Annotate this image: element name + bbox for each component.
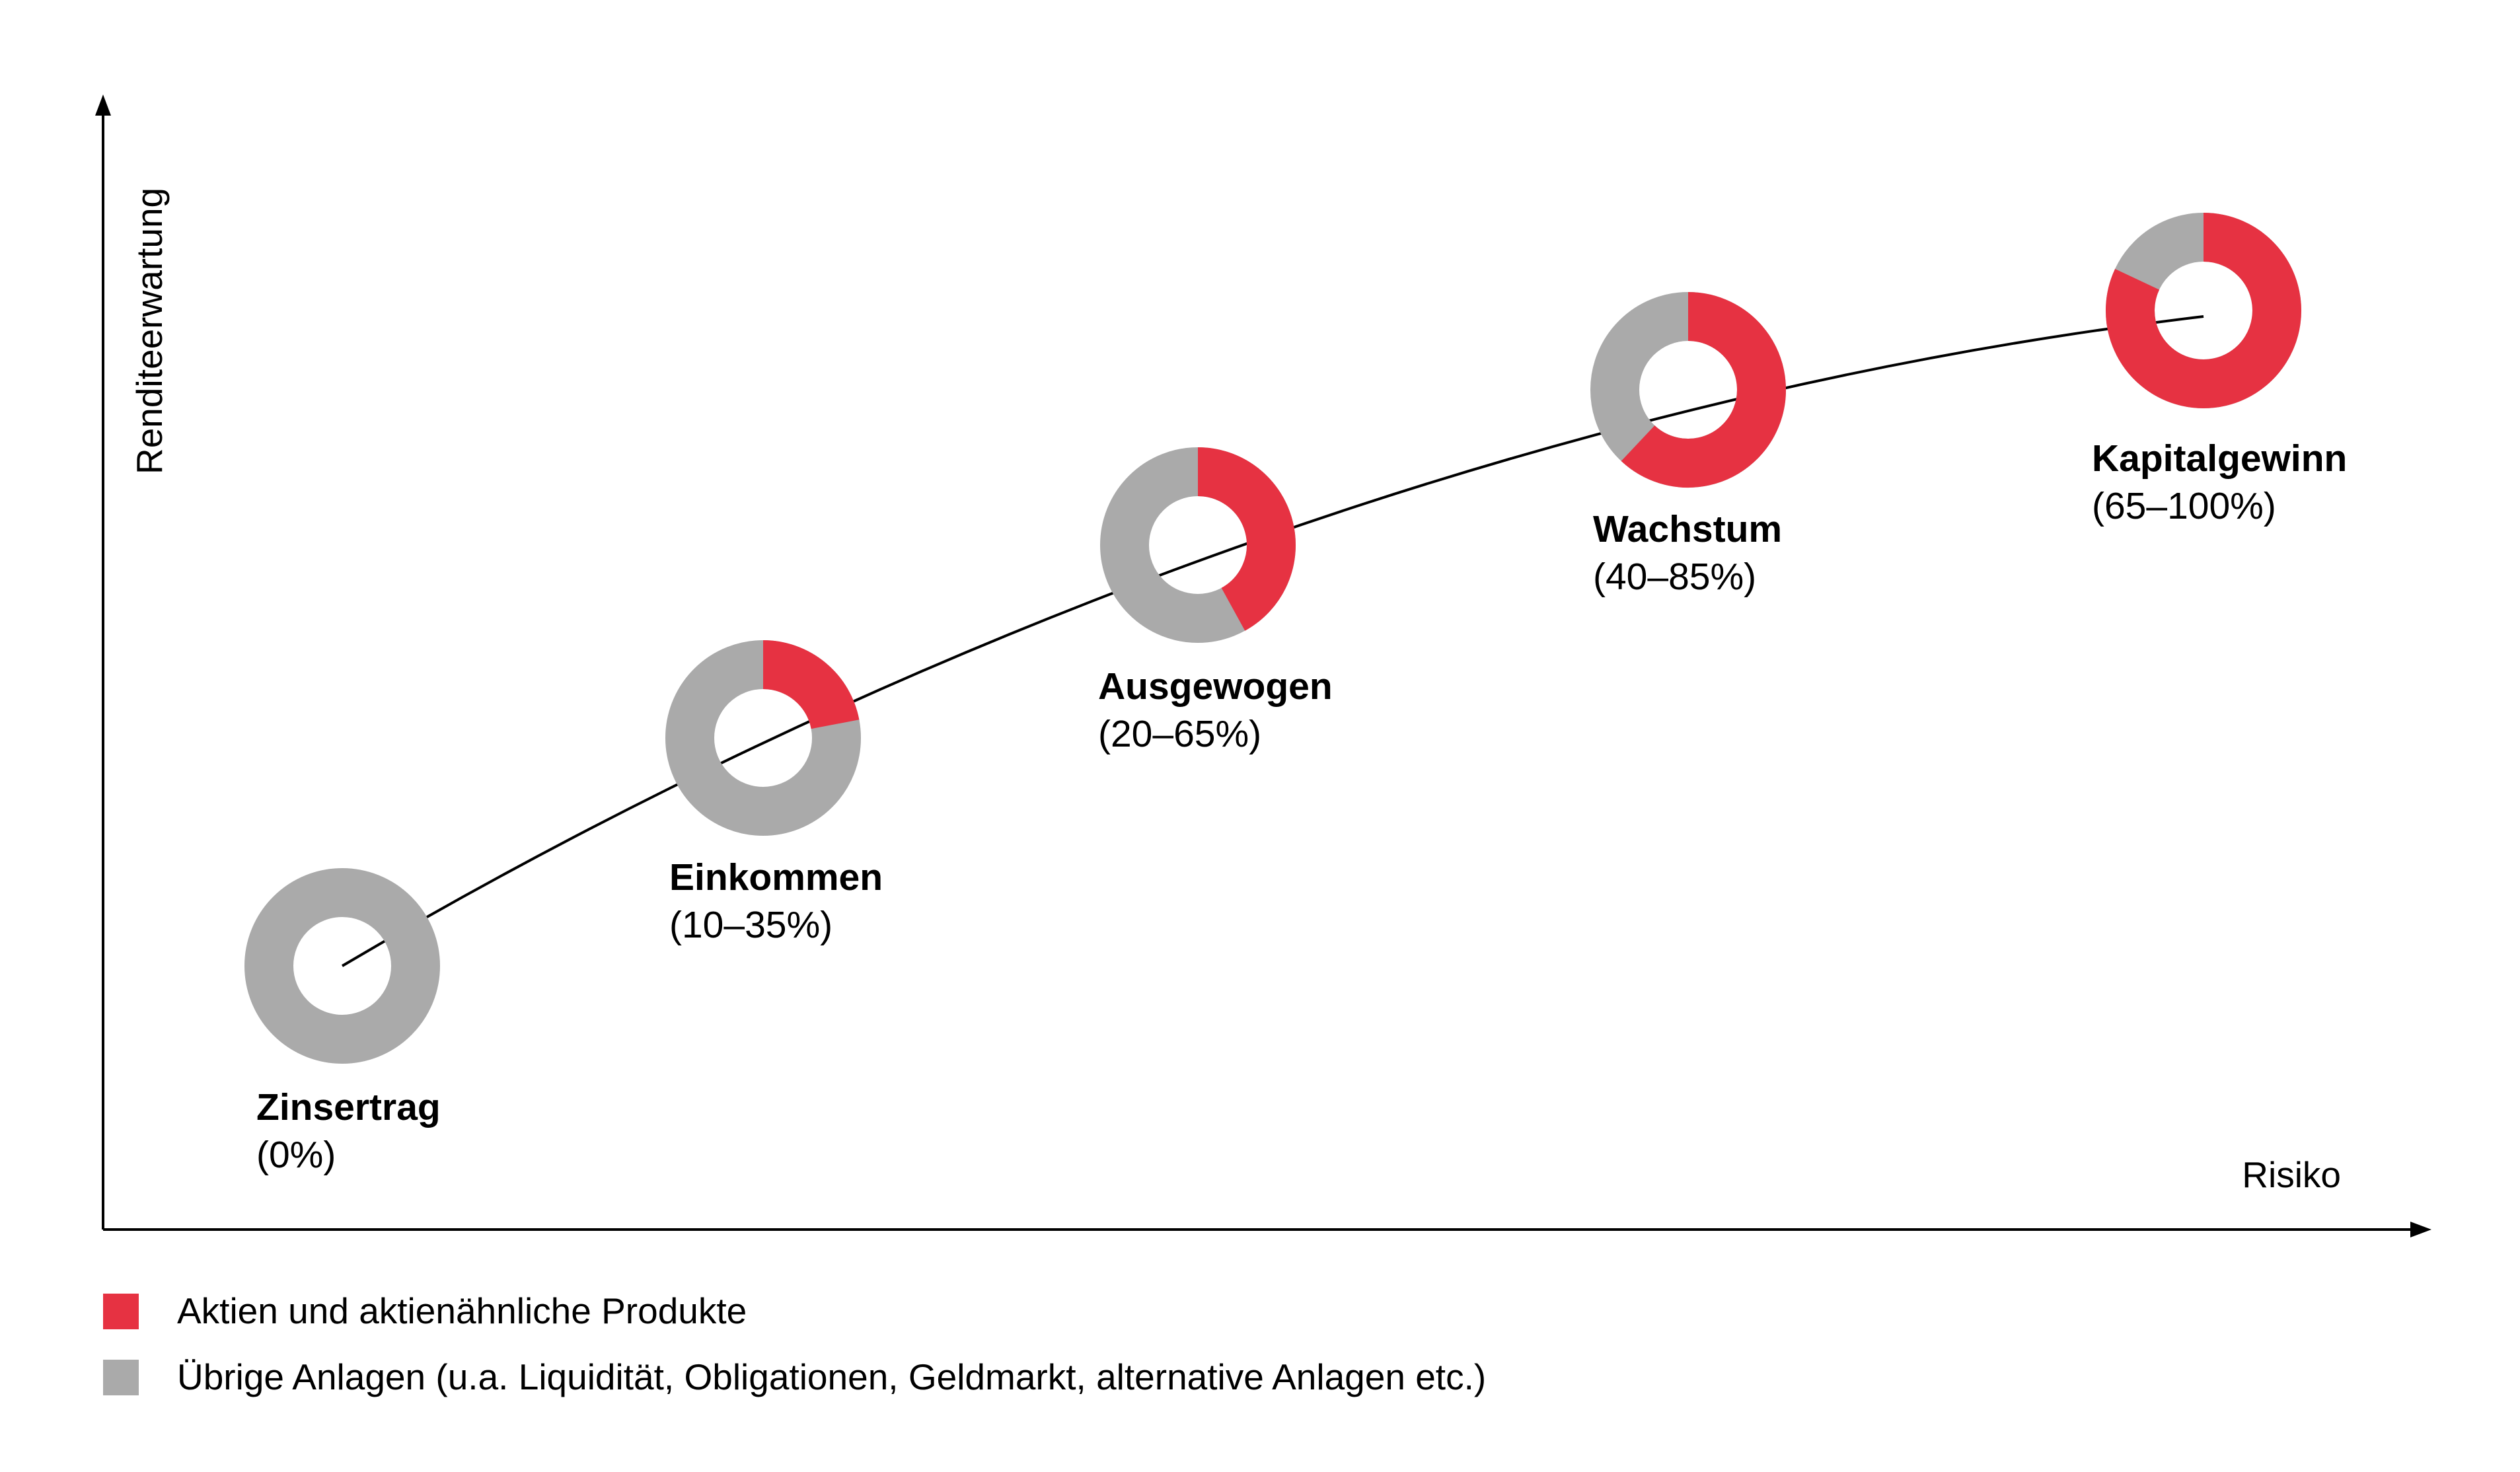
strategy-name-ausgewogen: Ausgewogen bbox=[1098, 665, 1333, 708]
donut-einkommen bbox=[665, 640, 861, 836]
strategy-name-wachstum: Wachstum bbox=[1593, 508, 1782, 550]
donuts-layer bbox=[244, 213, 2301, 1064]
donut-ausgewogen bbox=[1100, 447, 1296, 643]
y-axis-label: Renditeerwartung bbox=[129, 188, 170, 474]
legend-label-equity: Aktien und aktienähnliche Produkte bbox=[177, 1290, 747, 1331]
strategy-name-kapitalgewinn: Kapitalgewinn bbox=[2092, 437, 2347, 480]
donut-slice-equity bbox=[762, 640, 860, 730]
strategy-range-ausgewogen: (20–65%) bbox=[1098, 713, 1261, 755]
strategy-range-zinsertrag: (0%) bbox=[256, 1134, 336, 1176]
y-axis-arrow-icon bbox=[95, 94, 111, 116]
legend-swatch-equity bbox=[103, 1294, 139, 1329]
legend-swatch-other bbox=[103, 1360, 139, 1395]
axes-layer: Renditeerwartung Risiko bbox=[95, 94, 2431, 1237]
donut-slice-other bbox=[244, 868, 440, 1064]
donut-slice-equity bbox=[2106, 213, 2301, 408]
strategy-range-einkommen: (10–35%) bbox=[669, 904, 833, 946]
strategy-range-wachstum: (40–85%) bbox=[1593, 556, 1756, 598]
labels-layer: Zinsertrag (0%) Einkommen (10–35%) Ausgewoge… bbox=[256, 437, 2347, 1176]
x-axis-label: Risiko bbox=[2242, 1154, 2341, 1195]
donut-slice-equity bbox=[1621, 292, 1786, 488]
strategy-name-einkommen: Einkommen bbox=[669, 856, 883, 899]
strategy-name-zinsertrag: Zinsertrag bbox=[256, 1086, 441, 1128]
legend-layer: Aktien und aktienähnliche Produkte Übrige… bbox=[103, 1290, 1486, 1397]
risk-return-curve bbox=[341, 315, 2204, 967]
donut-zinsertrag bbox=[244, 868, 440, 1064]
donut-wachstum bbox=[1590, 292, 1786, 488]
legend-label-other: Übrige Anlagen (u.a. Liquidität, Obligat… bbox=[177, 1356, 1486, 1397]
x-axis-arrow-icon bbox=[2410, 1222, 2431, 1237]
strategy-range-kapitalgewinn: (65–100%) bbox=[2092, 485, 2276, 527]
donut-kapitalgewinn bbox=[2106, 213, 2301, 408]
donut-slice-equity bbox=[1197, 447, 1296, 631]
